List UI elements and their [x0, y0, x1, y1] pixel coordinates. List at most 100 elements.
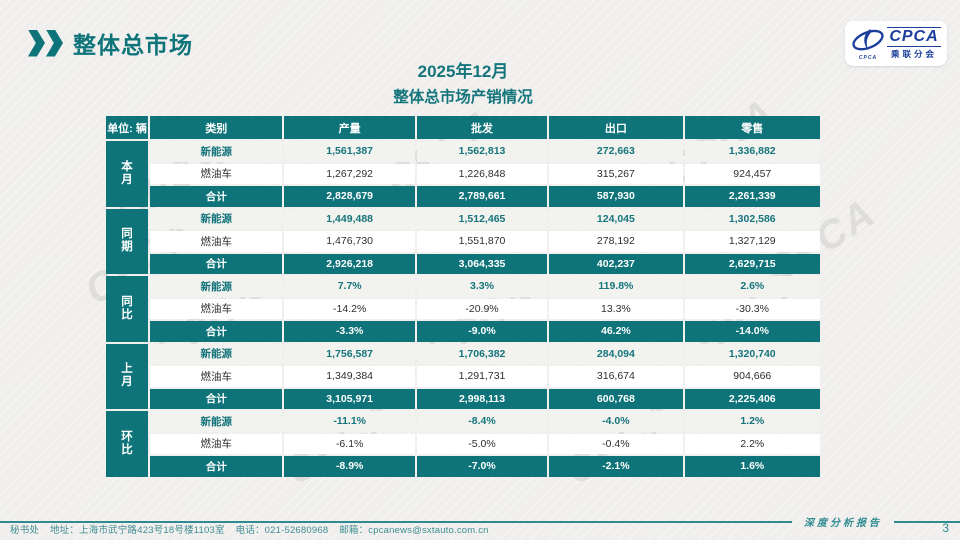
- value-cell: 1,320,740: [684, 343, 820, 364]
- value-cell: 316,674: [549, 366, 683, 387]
- value-cell: -20.9%: [416, 298, 548, 319]
- value-cell: 2,225,406: [684, 388, 820, 409]
- value-cell: -30.3%: [684, 298, 820, 319]
- value-cell: 2,789,661: [416, 186, 548, 207]
- value-cell: 1,449,488: [284, 208, 415, 229]
- value-cell: 2.2%: [684, 433, 820, 454]
- title-subject: 整体总市场产销情况: [393, 89, 533, 106]
- value-cell: 1,291,731: [416, 366, 548, 387]
- value-cell: 278,192: [549, 231, 683, 252]
- value-cell: -3.3%: [284, 321, 415, 342]
- category-cell: 合计: [150, 253, 283, 274]
- value-cell: 1,327,129: [684, 231, 820, 252]
- cpca-logo-caption: CPCA: [858, 54, 878, 61]
- footer-rule-right-segment: [894, 520, 960, 523]
- value-cell: 119.8%: [549, 276, 683, 297]
- footer-office: 秘书处: [10, 525, 40, 536]
- value-cell: 2,629,715: [684, 253, 820, 274]
- footer-phone: 电话：021-52680968: [235, 525, 329, 536]
- value-cell: 1,349,384: [284, 366, 415, 387]
- value-cell: 2.6%: [684, 276, 820, 297]
- value-cell: 402,237: [549, 253, 683, 274]
- value-cell: -9.0%: [416, 321, 548, 342]
- table-row: 本月新能源 1,561,387 1,562,813 272,663 1,336,882: [106, 141, 820, 207]
- value-cell: 2,998,113: [416, 388, 548, 409]
- footer-rule: 深度分析报告: [0, 514, 960, 529]
- value-cell: 1,706,382: [416, 343, 548, 364]
- value-cell: -8.9%: [284, 456, 415, 477]
- footer-contact: 秘书处 地址：上海市武宁路423号18号楼1103室 电话：021-526809…: [10, 522, 497, 536]
- column-header-wholesale: 批发: [416, 116, 548, 139]
- column-header-production: 产量: [284, 116, 415, 139]
- table-row: 合计 -8.9% -7.0% -2.1% 1.6%: [106, 456, 820, 477]
- cpca-swoosh-icon: CPCA: [849, 27, 887, 61]
- table-row: 合计 2,926,218 3,064,335 402,237 2,629,715: [106, 253, 820, 274]
- table-row: 同期新能源 1,449,488 1,512,465 124,045 1,302,586: [106, 208, 820, 274]
- value-cell: 3.3%: [416, 276, 548, 297]
- table-row: 同比新能源 7.7% 3.3% 119.8% 2.6%: [106, 276, 820, 342]
- category-cell: 燃油车: [150, 163, 283, 184]
- value-cell: 1.6%: [684, 456, 820, 477]
- table-row: 燃油车 1,267,292 1,226,848 315,267 924,457: [106, 163, 820, 184]
- report-type-label: 深度分析报告: [804, 518, 882, 529]
- value-cell: 1.2%: [684, 411, 820, 432]
- category-cell: 新能源: [150, 276, 283, 297]
- column-header-category: 类别: [150, 116, 283, 139]
- value-cell: 3,064,335: [416, 253, 548, 274]
- value-cell: 284,094: [549, 343, 683, 364]
- value-cell: -14.2%: [284, 298, 415, 319]
- value-cell: 46.2%: [549, 321, 683, 342]
- cpca-logo-text: CPCA 乘联分会: [887, 26, 941, 60]
- page-number: 3: [942, 521, 949, 535]
- page-title: 整体总市场: [73, 32, 193, 58]
- value-cell: 1,756,587: [284, 343, 415, 364]
- value-cell: -14.0%: [684, 321, 820, 342]
- slide-header: 整体总市场: [28, 26, 193, 60]
- value-cell: 1,476,730: [284, 231, 415, 252]
- value-cell: 600,768: [549, 388, 683, 409]
- table-row: 上月新能源 1,756,587 1,706,382 284,094 1,320,740: [106, 343, 820, 409]
- table-row: 合计 3,105,971 2,998,113 600,768 2,225,406: [106, 388, 820, 409]
- market-table-container: 单位: 辆 类别 产量 批发 出口 零售 本月新能源 1,561,387 1,562…: [104, 114, 822, 479]
- category-cell: 合计: [150, 456, 283, 477]
- table-row: 燃油车 1,476,730 1,551,870 278,192 1,327,129: [106, 231, 820, 252]
- table-row: 燃油车 -14.2% -20.9% 13.3% -30.3%: [106, 298, 820, 319]
- value-cell: 124,045: [549, 208, 683, 229]
- value-cell: -0.4%: [549, 433, 683, 454]
- row-group-label: 上月: [106, 343, 149, 409]
- table-row: 合计 2,828,679 2,789,661 587,930 2,261,339: [106, 186, 820, 207]
- category-cell: 新能源: [150, 343, 283, 364]
- value-cell: -5.0%: [416, 433, 548, 454]
- value-cell: 2,926,218: [284, 253, 415, 274]
- column-header-export: 出口: [549, 116, 683, 139]
- value-cell: 1,551,870: [416, 231, 548, 252]
- cpca-logo: CPCA CPCA 乘联分会: [845, 21, 947, 66]
- footer-email: 邮箱：cpcanews@sxtauto.com.cn: [339, 525, 489, 536]
- table-row: 燃油车 1,349,384 1,291,731 316,674 904,666: [106, 366, 820, 387]
- category-cell: 燃油车: [150, 433, 283, 454]
- value-cell: 315,267: [549, 163, 683, 184]
- value-cell: -6.1%: [284, 433, 415, 454]
- value-cell: 1,302,586: [684, 208, 820, 229]
- value-cell: 7.7%: [284, 276, 415, 297]
- table-row: 环比新能源 -11.1% -8.4% -4.0% 1.2%: [106, 411, 820, 477]
- row-group-label: 同期: [106, 208, 149, 274]
- row-group-label: 环比: [106, 411, 149, 477]
- category-cell: 新能源: [150, 208, 283, 229]
- chevron-right-icon: [28, 29, 45, 57]
- category-cell: 燃油车: [150, 298, 283, 319]
- column-header-retail: 零售: [684, 116, 820, 139]
- value-cell: 1,561,387: [284, 141, 415, 162]
- value-cell: -11.1%: [284, 411, 415, 432]
- chevron-right-icon: [46, 29, 63, 57]
- value-cell: 1,267,292: [284, 163, 415, 184]
- table-row: 合计 -3.3% -9.0% 46.2% -14.0%: [106, 321, 820, 342]
- value-cell: -7.0%: [416, 456, 548, 477]
- footer-rule-left-segment: [0, 520, 792, 523]
- document-title: 2025年12月 整体总市场产销情况: [104, 57, 822, 107]
- value-cell: 924,457: [684, 163, 820, 184]
- category-cell: 燃油车: [150, 366, 283, 387]
- unit-label-cell: 单位: 辆: [106, 116, 149, 139]
- value-cell: -4.0%: [549, 411, 683, 432]
